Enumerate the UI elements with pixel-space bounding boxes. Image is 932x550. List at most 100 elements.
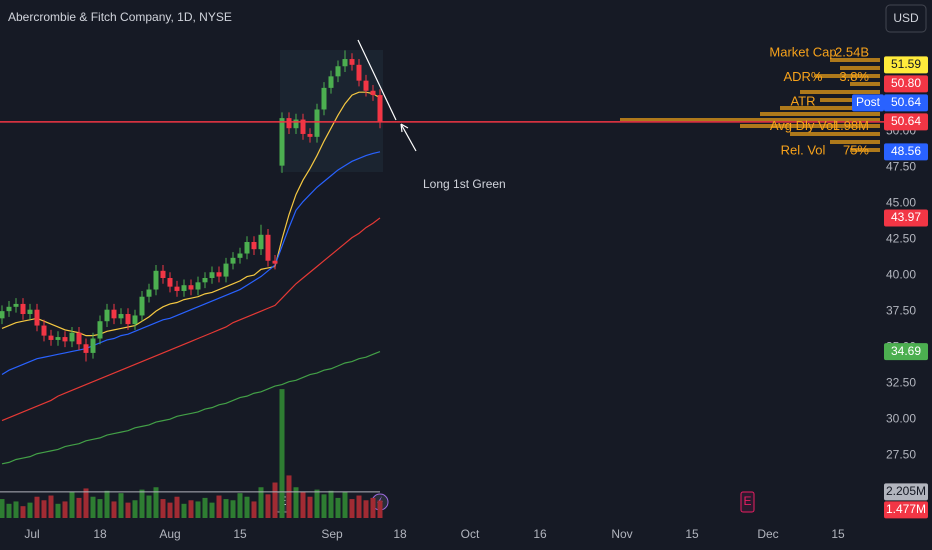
y-tick-label: 42.50 — [886, 231, 916, 245]
stat-value: 3.8% — [839, 69, 869, 84]
price-tag-label: 50.64 — [891, 95, 921, 109]
profile-bar — [820, 98, 880, 102]
volume-profile — [620, 58, 880, 152]
earnings-icon[interactable] — [740, 491, 755, 513]
volume-bar — [314, 489, 320, 518]
price-tag — [884, 94, 928, 112]
candle-body — [335, 66, 341, 77]
price-tag-label: 50.64 — [891, 114, 921, 128]
price-tag-label: 48.56 — [891, 144, 921, 158]
volume-bar — [34, 496, 40, 518]
candle-body — [328, 76, 334, 88]
volume-bar — [370, 497, 376, 518]
volume-bar — [153, 487, 159, 518]
y-tick-label: 27.50 — [886, 447, 916, 461]
profile-bar — [850, 148, 880, 152]
y-tick-label: 37.50 — [886, 303, 916, 317]
x-tick-label: Jul — [24, 527, 39, 541]
price-tag — [884, 209, 928, 227]
volume-tag — [884, 483, 928, 501]
currency-label[interactable]: USD — [893, 11, 919, 25]
candle-body — [13, 303, 19, 307]
volume-bar — [125, 502, 131, 518]
profile-bar — [740, 124, 880, 128]
y-tick-label: 45.00 — [886, 195, 916, 209]
currency-button[interactable] — [885, 4, 927, 33]
stat-value: 1.98M — [833, 118, 869, 133]
candle-body — [62, 337, 68, 342]
volume-bar — [174, 496, 180, 518]
profile-bar — [790, 132, 880, 136]
stat-label: Avg Dly Vol — [770, 118, 836, 133]
volume-tag — [884, 501, 928, 519]
volume-bar — [328, 490, 334, 518]
candle-body — [209, 272, 215, 279]
candle-body — [265, 234, 271, 261]
candle-body — [48, 335, 54, 340]
price-tag-badge — [852, 94, 884, 112]
candle-body — [181, 285, 187, 291]
candle-body — [76, 332, 82, 345]
volume-bar — [342, 491, 348, 518]
volume-bar — [104, 490, 110, 518]
candle-body — [104, 309, 110, 322]
volume-bar — [139, 489, 145, 518]
volume-bar — [41, 500, 47, 518]
stat-value: 75% — [843, 142, 869, 157]
volume-bar — [202, 497, 208, 518]
profile-bar — [830, 140, 880, 144]
x-tick-label: Sep — [321, 527, 343, 541]
price-tag — [884, 75, 928, 93]
candle-body — [230, 257, 236, 264]
volume-bar — [97, 499, 103, 518]
candle-body — [300, 119, 306, 134]
candle-body — [363, 80, 369, 91]
volume-bar — [90, 496, 96, 518]
moving-average — [1, 351, 381, 465]
candle-body — [125, 314, 131, 325]
x-tick-label: Dec — [757, 527, 778, 541]
volume-bar — [181, 503, 187, 518]
profile-bar — [800, 90, 880, 94]
volume-bar — [272, 482, 278, 518]
price-tag-label: 51.59 — [891, 57, 921, 71]
price-tag — [884, 143, 928, 161]
profile-bar — [850, 82, 880, 86]
volume-bar — [209, 502, 215, 518]
candle-body — [34, 309, 40, 326]
moving-average — [1, 91, 381, 337]
x-tick-label: Aug — [159, 527, 180, 541]
volume-bar — [195, 501, 201, 518]
price-tag-label: 43.97 — [891, 210, 921, 224]
candle-body — [370, 90, 376, 96]
candle-body — [202, 278, 208, 283]
volume-bar — [307, 496, 313, 518]
candle-body — [356, 64, 362, 81]
volume-bar — [6, 503, 12, 518]
candle-body — [111, 309, 117, 319]
x-tick-label: 18 — [93, 527, 107, 541]
price-tag — [884, 113, 928, 131]
volume-tag-label: 2.205M — [886, 484, 926, 498]
volume-bar — [363, 500, 369, 518]
x-tick-label: 15 — [233, 527, 247, 541]
volume-bar — [258, 487, 264, 518]
stat-label: Market Cap — [769, 44, 836, 59]
volume-bar — [244, 496, 250, 518]
volume-bar — [237, 493, 243, 518]
volume-bar — [111, 501, 117, 518]
profile-bar — [760, 112, 880, 116]
volume-bar — [230, 500, 236, 518]
volume-bar — [146, 495, 152, 518]
volume-bar — [13, 501, 19, 518]
candle-body — [132, 315, 138, 325]
price-tag-label: 50.80 — [891, 76, 921, 90]
volume-bar — [27, 502, 33, 518]
candle-body — [279, 118, 285, 166]
candle-body — [27, 309, 33, 315]
volume-bar — [118, 493, 124, 518]
earnings-marker[interactable]: E — [743, 494, 751, 508]
chart-title: Abercrombie & Fitch Company, 1D, NYSE — [8, 10, 232, 24]
price-tag-badge-label: Post — [856, 95, 881, 109]
